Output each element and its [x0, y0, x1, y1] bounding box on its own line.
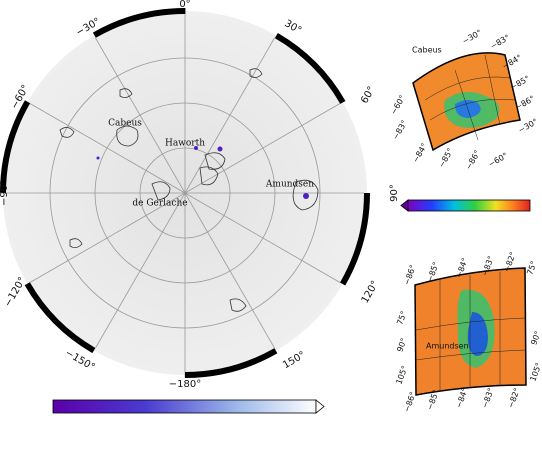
colorbar-log [400, 199, 531, 212]
longitude-label: 150° [281, 350, 307, 372]
longitude-label: −180° [169, 379, 201, 390]
longitude-label: 90° [389, 184, 400, 202]
map-frame [0, 8, 370, 378]
inset-tick-label: −86° [402, 264, 418, 287]
inset-tick-label: −84° [454, 387, 470, 410]
crater-label: Amundsen [265, 180, 314, 190]
longitude-label: −120° [3, 275, 29, 309]
graticule [6, 14, 364, 372]
crater-label: de Gerlache [132, 199, 187, 209]
longitude-label: 30° [282, 18, 303, 36]
inset-tick-label: −83° [391, 119, 409, 142]
inset-tick-label: 75° [395, 310, 408, 326]
crater-label: Cabeus [108, 119, 142, 129]
inset-tick-label: −83° [489, 33, 512, 51]
inset-cabeus: Cabeus−30° −83°−84°−85°−86°−30°−60°−83°−8… [389, 28, 539, 171]
inset-tick-label: −30° [461, 28, 484, 46]
inset-amundsen: Amundsen−86° −85° −84° −83° −82° 75°75°90°105… [394, 251, 542, 414]
sublimation-spots [96, 146, 309, 199]
inset-tick-label: −85° [509, 74, 532, 92]
inset-tick-label: −86° [402, 391, 418, 414]
inset-tick-label: 105° [394, 364, 409, 385]
crater-label: Haworth [165, 139, 205, 149]
inset-tick-label: −84° [411, 142, 429, 165]
inset-tick-label: 75° [525, 260, 538, 276]
inset-tick-label: −60° [487, 151, 510, 169]
polar-map: 0°30°60°90°120°150°−180°−150°−120°−90°−6… [0, 0, 400, 390]
longitude-label: 120° [360, 279, 382, 305]
inset-title: Cabeus [412, 46, 442, 55]
longitude-label: 60° [359, 85, 377, 106]
inset-tick-label: −83° [480, 387, 496, 410]
inset-tick-label: 90° [529, 330, 542, 346]
inset-tick-label: −86° [514, 94, 537, 112]
inset-tick-label: −85° [437, 147, 455, 170]
colorbar-linear [52, 399, 325, 414]
inset-tick-label: −60° [389, 94, 407, 117]
inset-tick-label: 90° [395, 337, 408, 353]
longitude-label: 0° [179, 0, 190, 10]
inset-title: Amundsen [426, 342, 469, 351]
inset-tick-label: −82° [506, 387, 522, 410]
inset-tick-label: −86° [464, 149, 482, 172]
crater-outlines [59, 68, 319, 312]
inset-tick-label: 105° [528, 361, 542, 382]
longitude-label: −90° [0, 180, 10, 206]
